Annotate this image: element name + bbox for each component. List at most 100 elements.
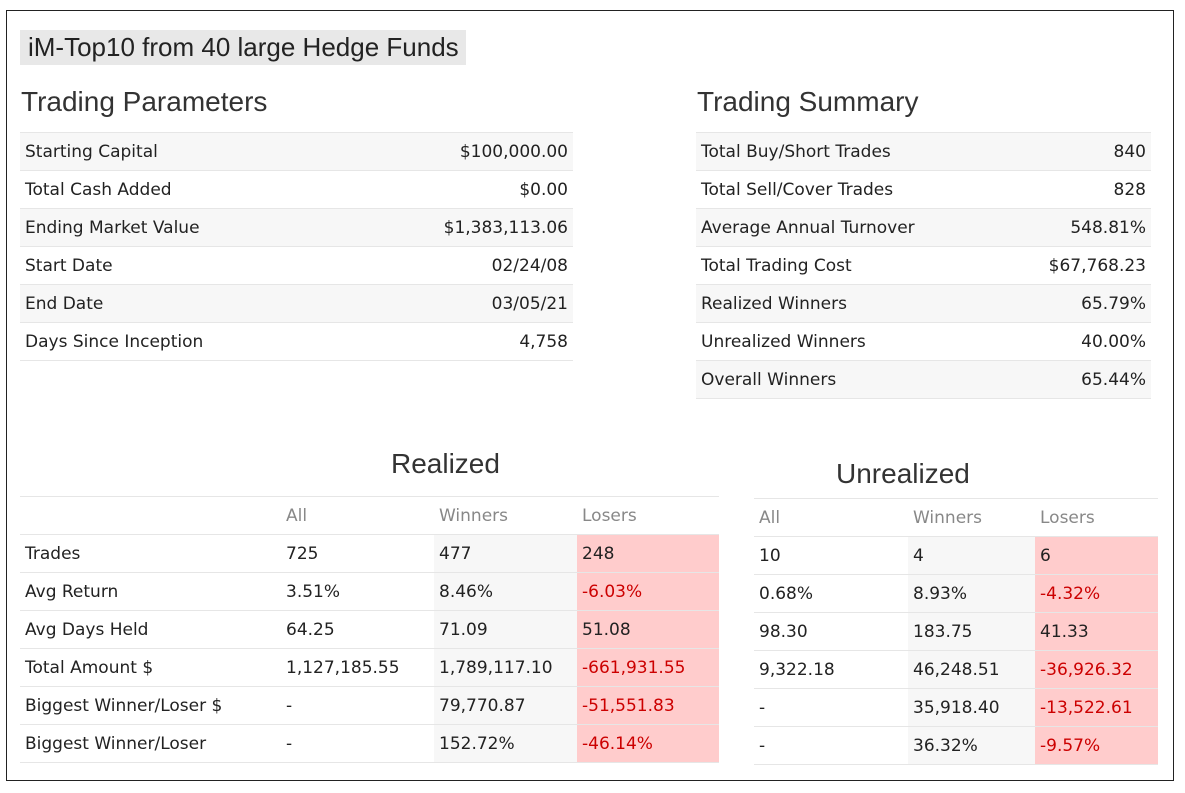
table-header-row: All Winners Losers bbox=[754, 498, 1158, 537]
realized-losers-cell: -661,931.55 bbox=[577, 648, 719, 687]
realized-header-winners: Winners bbox=[434, 496, 577, 535]
param-value: 4,758 bbox=[342, 322, 573, 361]
param-value: $0.00 bbox=[342, 170, 573, 209]
realized-winners-cell: 477 bbox=[434, 534, 577, 573]
table-row: 0.68% 8.93% -4.32% bbox=[754, 574, 1158, 613]
realized-all-cell: - bbox=[281, 686, 434, 725]
unrealized-heading: Unrealized bbox=[836, 458, 970, 489]
summary-value: 548.81% bbox=[1003, 208, 1151, 247]
unrealized-losers-cell: 6 bbox=[1035, 536, 1158, 575]
unrealized-losers-cell: -4.32% bbox=[1035, 574, 1158, 613]
table-row: -35,918.40 -13,522.61 bbox=[754, 688, 1158, 727]
table-row: Unrealized Winners 40.00% bbox=[696, 322, 1151, 361]
summary-label: Average Annual Turnover bbox=[696, 208, 1004, 247]
realized-header-losers: Losers bbox=[577, 496, 719, 535]
realized-all-cell: 64.25 bbox=[281, 610, 434, 649]
row-label: Trades bbox=[20, 534, 281, 573]
table-row: 98.30 183.75 41.33 bbox=[754, 612, 1158, 651]
table-row: Starting Capital $100,000.00 bbox=[20, 132, 573, 171]
unrealized-all-cell: 0.68% bbox=[754, 574, 908, 613]
summary-value: 840 bbox=[1003, 132, 1151, 171]
realized-losers-cell: 248 bbox=[577, 534, 719, 573]
table-row: -36.32% -9.57% bbox=[754, 726, 1158, 765]
row-label: Biggest Winner/Loser $ bbox=[20, 686, 281, 725]
table-row: Biggest Winner/Loser -152.72% -46.14% bbox=[20, 724, 719, 763]
trading-summary-table: Total Buy/Short Trades 840 Total Sell/Cov… bbox=[696, 132, 1151, 399]
table-row: Trades 725 477 248 bbox=[20, 534, 719, 573]
table-row: End Date 03/05/21 bbox=[20, 284, 573, 323]
param-label: End Date bbox=[20, 284, 343, 323]
realized-winners-cell: 8.46% bbox=[434, 572, 577, 611]
table-row: Start Date 02/24/08 bbox=[20, 246, 573, 285]
unrealized-winners-cell: 183.75 bbox=[908, 612, 1035, 651]
realized-all-cell: 1,127,185.55 bbox=[281, 648, 434, 687]
unrealized-all-cell: 98.30 bbox=[754, 612, 908, 651]
table-row: 9,322.18 46,248.51 -36,926.32 bbox=[754, 650, 1158, 689]
summary-label: Unrealized Winners bbox=[696, 322, 1004, 361]
param-label: Start Date bbox=[20, 246, 343, 285]
table-row: Avg Return 3.51% 8.46% -6.03% bbox=[20, 572, 719, 611]
unrealized-winners-cell: 46,248.51 bbox=[908, 650, 1035, 689]
param-label: Ending Market Value bbox=[20, 208, 343, 247]
unrealized-losers-cell: -9.57% bbox=[1035, 726, 1158, 765]
realized-table: All Winners Losers Trades 725 477 248 Avg R… bbox=[20, 496, 719, 763]
unrealized-losers-cell: 41.33 bbox=[1035, 612, 1158, 651]
summary-value: 65.79% bbox=[1003, 284, 1151, 323]
summary-value: 828 bbox=[1003, 170, 1151, 209]
unrealized-header-winners: Winners bbox=[908, 498, 1035, 537]
summary-value: $67,768.23 bbox=[1003, 246, 1151, 285]
param-value: $100,000.00 bbox=[342, 132, 573, 171]
table-row: Days Since Inception 4,758 bbox=[20, 322, 573, 361]
trading-parameters-table: Starting Capital $100,000.00 Total Cash A… bbox=[20, 132, 573, 361]
param-value: 02/24/08 bbox=[342, 246, 573, 285]
unrealized-header-all: All bbox=[754, 498, 908, 537]
realized-losers-cell: -6.03% bbox=[577, 572, 719, 611]
report-frame bbox=[6, 10, 1174, 781]
realized-losers-cell: -51,551.83 bbox=[577, 686, 719, 725]
table-header-row: All Winners Losers bbox=[20, 496, 719, 535]
trading-summary-heading: Trading Summary bbox=[697, 86, 919, 117]
unrealized-winners-cell: 8.93% bbox=[908, 574, 1035, 613]
param-value: $1,383,113.06 bbox=[342, 208, 573, 247]
row-label: Biggest Winner/Loser bbox=[20, 724, 281, 763]
summary-value: 40.00% bbox=[1003, 322, 1151, 361]
realized-all-cell: 3.51% bbox=[281, 572, 434, 611]
table-row: Avg Days Held 64.25 71.09 51.08 bbox=[20, 610, 719, 649]
unrealized-losers-cell: -36,926.32 bbox=[1035, 650, 1158, 689]
param-value: 03/05/21 bbox=[342, 284, 573, 323]
realized-winners-cell: 1,789,117.10 bbox=[434, 648, 577, 687]
unrealized-winners-cell: 4 bbox=[908, 536, 1035, 575]
param-label: Days Since Inception bbox=[20, 322, 343, 361]
summary-label: Total Trading Cost bbox=[696, 246, 1004, 285]
table-row: Ending Market Value $1,383,113.06 bbox=[20, 208, 573, 247]
summary-value: 65.44% bbox=[1003, 360, 1151, 399]
table-row: 10 4 6 bbox=[754, 536, 1158, 575]
param-label: Total Cash Added bbox=[20, 170, 343, 209]
unrealized-winners-cell: 35,918.40 bbox=[908, 688, 1035, 727]
table-row: Total Buy/Short Trades 840 bbox=[696, 132, 1151, 171]
realized-winners-cell: 79,770.87 bbox=[434, 686, 577, 725]
table-row: Realized Winners 65.79% bbox=[696, 284, 1151, 323]
summary-label: Realized Winners bbox=[696, 284, 1004, 323]
unrealized-all-cell: 9,322.18 bbox=[754, 650, 908, 689]
page-title: iM-Top10 from 40 large Hedge Funds bbox=[20, 30, 466, 65]
realized-losers-cell: -46.14% bbox=[577, 724, 719, 763]
unrealized-all-cell: 10 bbox=[754, 536, 908, 575]
row-label: Avg Days Held bbox=[20, 610, 281, 649]
table-row: Total Cash Added $0.00 bbox=[20, 170, 573, 209]
realized-header-empty bbox=[20, 496, 281, 535]
unrealized-winners-cell: 36.32% bbox=[908, 726, 1035, 765]
table-row: Total Trading Cost $67,768.23 bbox=[696, 246, 1151, 285]
realized-all-cell: 725 bbox=[281, 534, 434, 573]
unrealized-all-cell: - bbox=[754, 726, 908, 765]
trading-parameters-heading: Trading Parameters bbox=[21, 86, 268, 117]
unrealized-all-cell: - bbox=[754, 688, 908, 727]
realized-losers-cell: 51.08 bbox=[577, 610, 719, 649]
realized-header-all: All bbox=[281, 496, 434, 535]
summary-label: Overall Winners bbox=[696, 360, 1004, 399]
param-label: Starting Capital bbox=[20, 132, 343, 171]
table-row: Average Annual Turnover 548.81% bbox=[696, 208, 1151, 247]
summary-label: Total Sell/Cover Trades bbox=[696, 170, 1004, 209]
unrealized-header-losers: Losers bbox=[1035, 498, 1158, 537]
table-row: Overall Winners 65.44% bbox=[696, 360, 1151, 399]
